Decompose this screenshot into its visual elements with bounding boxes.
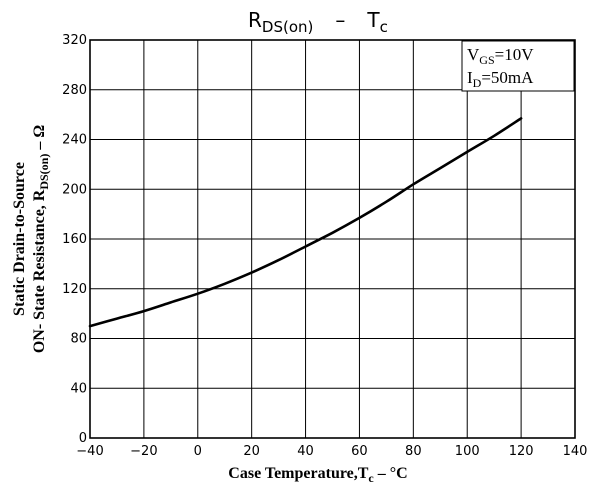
x-tick-label: 0 [194, 444, 202, 459]
x-tick-label: 60 [351, 444, 368, 459]
condition-id-label: I [467, 68, 473, 87]
condition-vgs-label: V [467, 45, 480, 64]
title-main: R [248, 8, 262, 32]
condition-id: ID=50mA [467, 68, 534, 90]
x-tick-label: 100 [455, 444, 480, 459]
y-tick-label: 120 [62, 282, 87, 297]
x-axis-label: Case Temperature,Tc – °C [228, 465, 407, 485]
x-tick-label: −40 [76, 444, 103, 459]
y-axis-label-line2-text: ON- State Resistance, R [31, 189, 48, 353]
title-right-sub: c [380, 18, 388, 36]
x-tick-label: 140 [563, 444, 588, 459]
y-tick-labels: 0 40 80 120 160 200 240 280 320 [62, 33, 87, 446]
condition-vgs: VGS=10V [467, 45, 534, 67]
y-tick-label: 240 [62, 133, 87, 148]
x-tick-label: 40 [297, 444, 314, 459]
title-main-sub: DS(on) [262, 18, 313, 36]
series-line [88, 117, 523, 328]
y-tick-label: 200 [62, 182, 87, 197]
title-separator: – [335, 8, 345, 32]
condition-vgs-value: =10V [495, 45, 535, 64]
y-axis-label-line2: ON- State Resistance, RDS(on) – Ω [31, 125, 51, 354]
condition-id-sub: D [473, 76, 482, 90]
y-tick-label: 80 [70, 332, 87, 347]
x-axis-label-text: Case Temperature,T [228, 465, 368, 482]
y-tick-label: 40 [70, 381, 87, 396]
y-tick-label: 160 [62, 232, 87, 247]
x-tick-label: 120 [509, 444, 534, 459]
x-axis-label-suffix: – °C [374, 465, 408, 482]
y-tick-label: 280 [62, 83, 87, 98]
x-tick-label: 80 [405, 444, 422, 459]
x-tick-labels: −40 −20 0 20 40 60 80 100 120 140 [76, 444, 587, 459]
y-axis-label-line2-sub: DS(on) [37, 154, 51, 190]
conditions-box-frame [461, 40, 575, 92]
x-axis-label-sub: c [368, 471, 374, 485]
y-axis-label: Static Drain-to-Source ON- State Resista… [11, 125, 51, 354]
y-axis-label-line1: Static Drain-to-Source [11, 162, 28, 316]
y-tick-label: 0 [79, 431, 87, 446]
condition-vgs-sub: GS [479, 53, 494, 67]
chart-title: RDS(on) – Tc [248, 8, 388, 36]
x-tick-label: −20 [130, 444, 157, 459]
condition-id-value: =50mA [481, 68, 534, 87]
conditions-box: VGS=10V ID=50mA [461, 40, 575, 92]
title-right: T [366, 8, 380, 32]
series [88, 117, 523, 328]
y-tick-label: 320 [62, 33, 87, 48]
grid [89, 39, 576, 439]
x-tick-label: 20 [243, 444, 260, 459]
y-axis-label-line2-suffix: – Ω [31, 125, 48, 154]
plot-frame [89, 39, 576, 439]
